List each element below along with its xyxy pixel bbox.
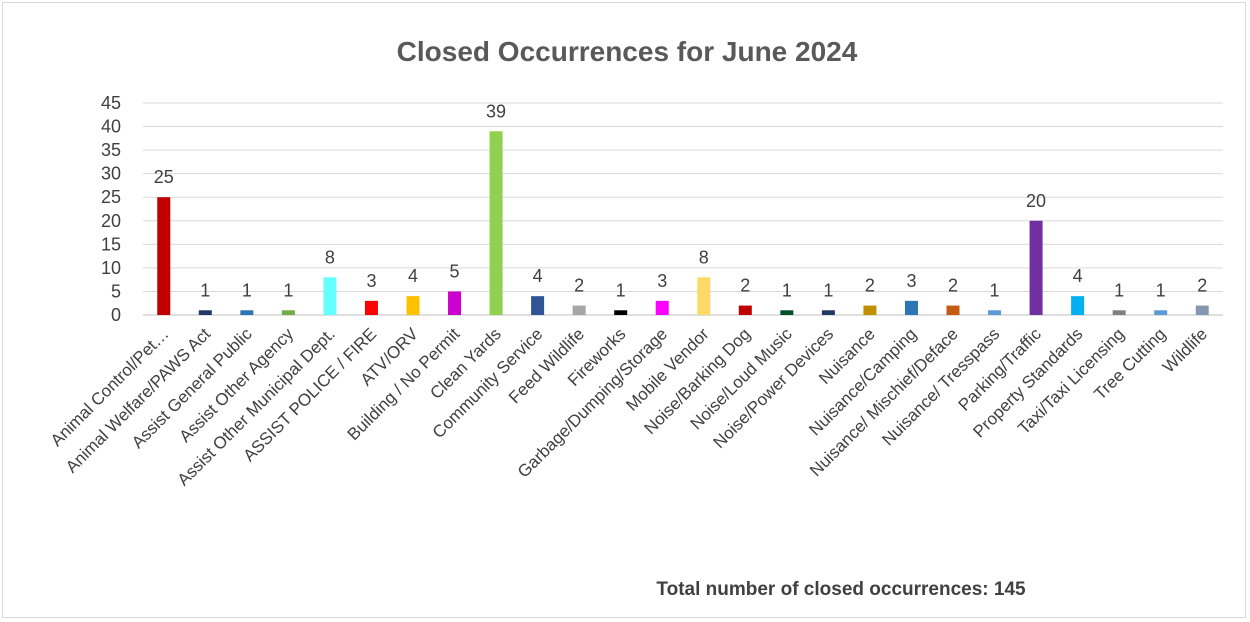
y-tick-label: 35 xyxy=(101,140,121,160)
bar xyxy=(614,310,628,315)
data-label: 2 xyxy=(740,276,750,296)
bar xyxy=(157,197,171,315)
data-label: 1 xyxy=(200,280,210,300)
bar xyxy=(904,300,918,315)
y-tick-label: 25 xyxy=(101,187,121,207)
y-tick-label: 15 xyxy=(101,234,121,254)
data-label: 25 xyxy=(154,167,174,187)
y-tick-label: 0 xyxy=(111,305,121,325)
bar xyxy=(821,310,835,315)
data-label: 4 xyxy=(1073,266,1083,286)
bar xyxy=(863,305,877,315)
bar xyxy=(697,277,711,315)
y-tick-label: 45 xyxy=(101,93,121,113)
data-label: 20 xyxy=(1026,191,1046,211)
data-label: 1 xyxy=(990,280,1000,300)
chart-title: Closed Occurrences for June 2024 xyxy=(397,36,858,67)
y-tick-label: 30 xyxy=(101,164,121,184)
data-labels: 25 1 1 1 8 3 4 5 39 4 2 1 3 8 2 1 1 2 3 2 1 20 4 1 1 2 xyxy=(154,101,1207,300)
bar xyxy=(489,131,503,315)
data-label: 2 xyxy=(948,276,958,296)
bar xyxy=(946,305,960,315)
y-tick-label: 10 xyxy=(101,258,121,278)
data-label: 8 xyxy=(325,247,335,267)
data-label: 1 xyxy=(283,280,293,300)
bar xyxy=(780,310,794,315)
data-label: 1 xyxy=(242,280,252,300)
bar xyxy=(1154,310,1168,315)
bar xyxy=(572,305,586,315)
data-label: 1 xyxy=(616,280,626,300)
bar xyxy=(448,291,462,315)
data-label: 5 xyxy=(450,261,460,281)
x-axis-ticks: Animal Control/Pet…Animal Welfare/PAWS A… xyxy=(47,324,1211,490)
bar xyxy=(655,300,669,315)
bar xyxy=(406,296,420,315)
x-tick-label: Wildlife xyxy=(1159,324,1211,376)
bar xyxy=(988,310,1002,315)
bar xyxy=(531,296,545,315)
data-label: 4 xyxy=(533,266,543,286)
y-tick-label: 40 xyxy=(101,117,121,137)
data-label: 2 xyxy=(865,276,875,296)
y-tick-label: 20 xyxy=(101,211,121,231)
bar xyxy=(240,310,254,315)
total-occurrences-label: Total number of closed occurrences: 145 xyxy=(656,579,1026,600)
bar xyxy=(738,305,752,315)
data-label: 1 xyxy=(1114,280,1124,300)
data-label: 3 xyxy=(906,271,916,291)
bar xyxy=(364,300,378,315)
bar xyxy=(1029,220,1043,315)
data-label: 3 xyxy=(657,271,667,291)
bar xyxy=(1071,296,1085,315)
bar xyxy=(198,310,212,315)
data-label: 3 xyxy=(366,271,376,291)
bar xyxy=(323,277,337,315)
y-axis-ticks: 0 5 10 15 20 25 30 35 40 45 xyxy=(101,93,121,325)
data-label: 4 xyxy=(408,266,418,286)
data-label: 1 xyxy=(782,280,792,300)
gridlines xyxy=(143,102,1223,316)
data-label: 1 xyxy=(1156,280,1166,300)
data-label: 1 xyxy=(823,280,833,300)
data-label: 2 xyxy=(574,276,584,296)
y-tick-label: 5 xyxy=(111,281,121,301)
bars xyxy=(157,131,1209,315)
bar-chart: Closed Occurrences for June 2024 0510152… xyxy=(47,36,1223,600)
data-label: 2 xyxy=(1197,276,1207,296)
bar xyxy=(281,310,295,315)
data-label: 39 xyxy=(486,101,506,121)
data-label: 8 xyxy=(699,247,709,267)
bar xyxy=(1112,310,1126,315)
bar xyxy=(1195,305,1209,315)
